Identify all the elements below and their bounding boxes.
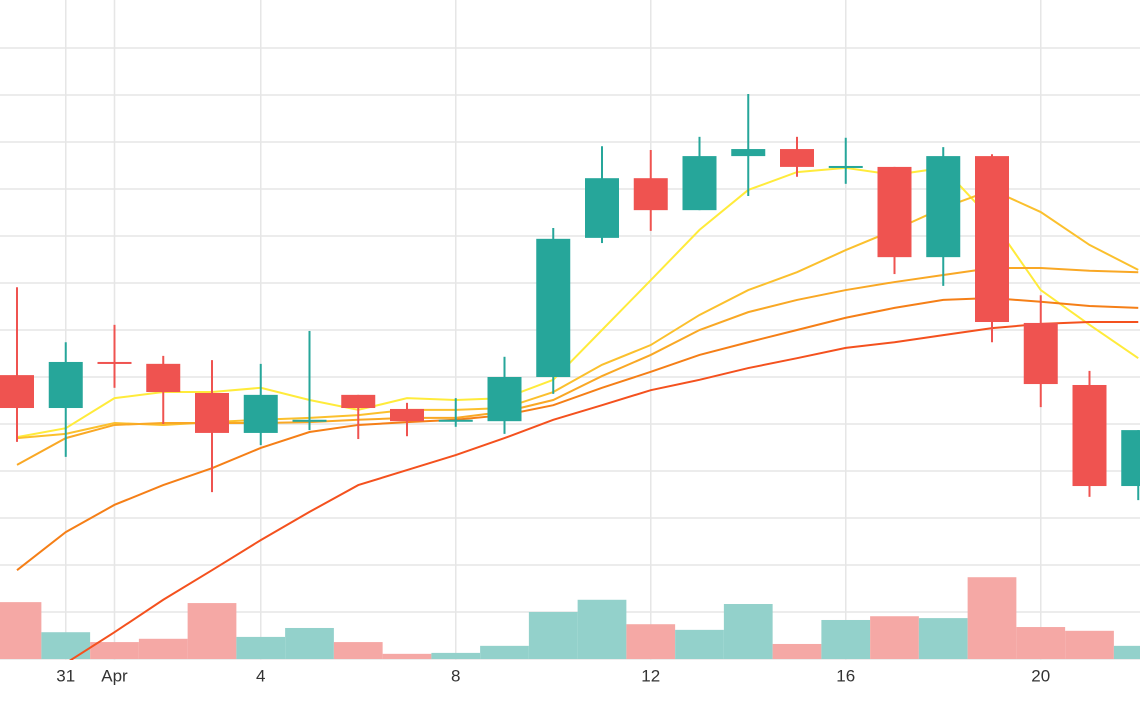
candle-body (877, 166, 912, 258)
volume-bar (528, 612, 578, 659)
x-tick-label: 8 (451, 666, 460, 685)
x-tick-label: 4 (256, 666, 265, 685)
candle-body (0, 375, 34, 409)
volume-bar (236, 636, 286, 659)
candle-body (633, 178, 668, 211)
moving-average-line (16, 297, 1139, 571)
plot-area (0, 94, 1140, 660)
volume-bar (138, 638, 188, 659)
x-tick-label: 20 (1031, 666, 1050, 685)
volume-bar (480, 645, 529, 659)
candle-body (438, 419, 473, 422)
volume-bar (285, 627, 334, 659)
candle-body (195, 392, 229, 433)
volume-bar (723, 604, 773, 659)
candle-body (1121, 430, 1140, 487)
candle-body (926, 156, 961, 258)
candle-body (48, 361, 83, 409)
candle-body (243, 394, 278, 433)
candle-body (97, 361, 132, 364)
candle-body (1023, 322, 1058, 385)
candle-body (975, 156, 1009, 323)
candle-body (390, 408, 424, 422)
candle-body (731, 149, 766, 157)
x-tick-label: 16 (836, 666, 855, 685)
moving-average-line (68, 321, 1139, 660)
candle-body (292, 419, 327, 422)
x-tick-label: Apr (101, 666, 128, 685)
x-tick-label: 31 (56, 666, 75, 685)
candle-body (828, 165, 863, 168)
candle-body (487, 377, 522, 422)
volume-bar (0, 602, 42, 659)
volume-bar (967, 577, 1017, 659)
volume-bar (431, 652, 481, 659)
candle-body (341, 394, 376, 409)
volume-bar (333, 642, 383, 659)
volume-bar (772, 643, 822, 659)
volume-bar (1065, 630, 1114, 659)
candle-body (536, 238, 571, 377)
volume-bar (577, 599, 627, 659)
candle-body (585, 178, 619, 238)
volume-bar (187, 603, 237, 659)
volume-bar (626, 624, 676, 659)
x-axis: 31 Apr 4 8 12 16 20 (56, 666, 1050, 685)
volume-bar (90, 642, 139, 659)
volume-bar (918, 618, 968, 659)
candle-body (1072, 384, 1107, 487)
candle-body (146, 363, 181, 393)
volume-bar (821, 619, 871, 659)
volume-bar (870, 616, 919, 659)
moving-average-line (16, 188, 1139, 440)
volume-bar (1016, 627, 1066, 659)
x-tick-label: 12 (641, 666, 660, 685)
volume-bar (382, 653, 432, 659)
volume-bar (1113, 645, 1140, 659)
moving-average-line (16, 266, 1139, 466)
candle-body (780, 149, 814, 167)
candle-body (682, 156, 717, 211)
volume-bar (675, 629, 724, 659)
volume-bar (41, 632, 91, 659)
